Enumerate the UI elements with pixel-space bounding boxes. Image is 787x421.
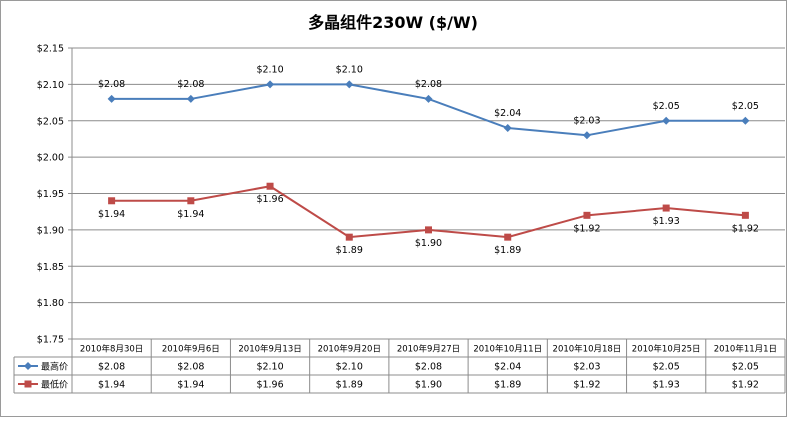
category-label: 2010年9月6日: [162, 344, 220, 355]
category-label: 2010年10月18日: [553, 344, 622, 355]
data-point: [424, 94, 433, 103]
data-point: [504, 233, 512, 241]
data-point: [108, 197, 116, 205]
data-label: $1.93: [653, 216, 680, 227]
y-tick-label: $2.15: [37, 44, 64, 55]
category-label: 2010年11月1日: [714, 344, 777, 355]
legend-key-marker: [24, 380, 32, 388]
table-cell: $1.94: [98, 380, 125, 391]
table-cell: $2.05: [732, 362, 759, 373]
data-label: $2.03: [573, 115, 600, 126]
table-cell: $1.96: [256, 380, 283, 391]
data-point: [583, 211, 591, 219]
category-label: 2010年9月27日: [397, 344, 460, 355]
data-label: $1.89: [494, 245, 521, 256]
data-point: [345, 233, 353, 241]
table-cell: $2.05: [653, 362, 680, 373]
table-cell: $2.08: [415, 362, 442, 373]
legend-key-marker: [24, 362, 32, 370]
data-label: $2.08: [177, 79, 204, 90]
table-cell: $1.94: [177, 380, 204, 391]
category-label: 2010年8月30日: [80, 344, 143, 355]
y-tick-label: $1.95: [37, 189, 64, 200]
table-cell: $2.03: [573, 362, 600, 373]
table-cell: $1.92: [732, 380, 759, 391]
data-point: [662, 116, 671, 125]
data-label: $2.04: [494, 108, 521, 119]
y-tick-label: $2.00: [37, 153, 64, 164]
data-point: [662, 204, 670, 212]
y-tick-label: $1.75: [37, 335, 64, 346]
table-cell: $2.08: [98, 362, 125, 373]
data-table: 2010年8月30日 2010年9月6日 2010年9月13日 2010年9月20日 2…: [13, 338, 786, 394]
legend-label: 最高价: [41, 361, 68, 373]
data-label: $1.90: [415, 238, 442, 249]
chart-title: 多晶组件230W ($/W): [308, 13, 478, 32]
data-point: [741, 116, 750, 125]
data-point: [187, 197, 195, 205]
table-cell: $1.89: [336, 380, 363, 391]
table-cell: $2.10: [256, 362, 283, 373]
y-tick-label: $1.80: [37, 298, 64, 309]
table-cell: $2.08: [177, 362, 204, 373]
data-point: [425, 226, 432, 234]
data-point: [582, 131, 591, 140]
table-cell: $1.90: [415, 380, 442, 391]
data-label: $2.08: [98, 79, 125, 90]
data-point: [266, 182, 274, 190]
y-axis: $2.15 $2.10 $2.05 $2.00 $1.95 $1.90 $1.85 $1.80…: [37, 44, 73, 346]
table-cell: $2.04: [494, 362, 521, 373]
table-cell: $2.10: [336, 362, 363, 373]
data-label: $2.10: [336, 64, 363, 75]
data-label: $1.94: [98, 209, 125, 220]
data-label: $2.05: [653, 101, 680, 112]
table-cell: $1.93: [653, 380, 680, 391]
data-label: $2.10: [256, 64, 283, 75]
category-label: 2010年10月11日: [473, 344, 542, 355]
data-label: $1.94: [177, 209, 204, 220]
series-layer: $2.08 $2.08 $2.10 $2.10 $2.08 $2.04 $2.03 $2.05…: [98, 64, 759, 256]
category-label: 2010年10月25日: [632, 344, 701, 355]
data-label: $1.89: [336, 245, 363, 256]
y-tick-label: $1.90: [37, 225, 64, 236]
data-point: [345, 80, 354, 89]
y-tick-label: $1.85: [37, 262, 64, 273]
data-label: $2.05: [732, 101, 759, 112]
category-label: 2010年9月20日: [318, 344, 381, 355]
data-point: [741, 211, 749, 219]
data-label: $2.08: [415, 79, 442, 90]
legend-label: 最低价: [41, 379, 68, 391]
category-label: 2010年9月13日: [238, 344, 301, 355]
y-tick-label: $2.05: [37, 116, 64, 127]
table-cell: $1.92: [573, 380, 600, 391]
table-cell: $1.89: [494, 380, 521, 391]
y-tick-label: $2.10: [37, 80, 64, 91]
data-point: [266, 80, 275, 89]
data-point: [186, 94, 195, 103]
data-point: [107, 94, 116, 103]
data-point: [503, 124, 512, 133]
data-label: $1.92: [573, 223, 600, 234]
data-label: $1.96: [256, 194, 283, 205]
data-label: $1.92: [732, 223, 759, 234]
